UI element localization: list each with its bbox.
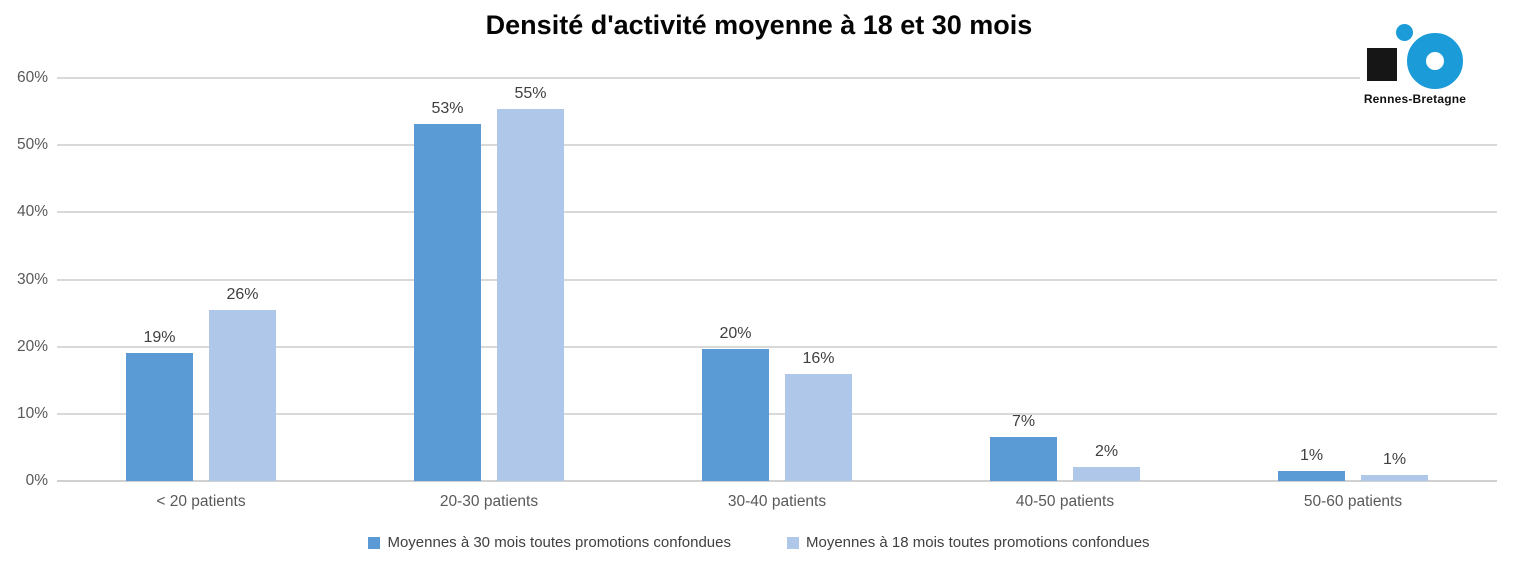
bar-value-label: 55% bbox=[514, 84, 547, 102]
bar-series2-cat4: 2% bbox=[1073, 443, 1140, 481]
gridline bbox=[57, 412, 1497, 415]
x-axis-line bbox=[57, 480, 1497, 482]
bar-group: 1% 1% bbox=[1209, 78, 1497, 481]
legend-label: Moyennes à 30 mois toutes promotions con… bbox=[387, 534, 731, 551]
legend-entry-2: Moyennes à 18 mois toutes promotions con… bbox=[787, 534, 1150, 551]
bar-series1-cat4: 7% bbox=[990, 413, 1057, 481]
bar-group: 7% 2% bbox=[921, 78, 1209, 481]
gridline bbox=[57, 211, 1497, 214]
gridline bbox=[57, 278, 1497, 281]
bar-series1-cat5: 1% bbox=[1278, 447, 1345, 481]
y-tick-label: 40% bbox=[16, 203, 48, 221]
chart-title: Densité d'activité moyenne à 18 et 30 mo… bbox=[485, 10, 1033, 40]
bar-series1-cat2: 53% bbox=[414, 100, 481, 481]
bar-group: 19% 26% bbox=[57, 78, 345, 481]
x-category-label: 20-30 patients bbox=[439, 493, 539, 510]
y-tick-label: 0% bbox=[25, 472, 48, 489]
x-category-label: 40-50 patients bbox=[1015, 493, 1115, 510]
bar-value-label: 20% bbox=[719, 325, 752, 343]
bar-group: 53% 55% bbox=[345, 78, 633, 481]
logo-dot-icon bbox=[1396, 24, 1413, 41]
y-tick-label: 60% bbox=[16, 69, 48, 86]
bar-series1-cat3: 20% bbox=[702, 325, 769, 481]
bar-groups: 19% 26% 53% 55% 20% 16% 7% 2% 1% 1% bbox=[57, 78, 1497, 481]
logo: Rennes-Bretagne bbox=[1360, 18, 1505, 110]
legend-marker-icon bbox=[787, 536, 799, 549]
bar-value-label: 7% bbox=[1011, 412, 1036, 430]
bar-series2-cat3: 16% bbox=[785, 350, 852, 481]
gridline bbox=[57, 144, 1497, 147]
y-tick-label: 50% bbox=[16, 136, 48, 154]
gridline bbox=[57, 345, 1497, 348]
legend-marker-icon bbox=[368, 536, 381, 549]
legend-label: Moyennes à 18 mois toutes promotions con… bbox=[806, 534, 1150, 551]
bar-value-label: 16% bbox=[802, 350, 835, 368]
x-category-label: 30-40 patients bbox=[727, 493, 827, 510]
bar-value-label: 26% bbox=[226, 285, 259, 303]
bar-series1-cat1: 19% bbox=[126, 329, 193, 481]
legend: Moyennes à 30 mois toutes promotions con… bbox=[0, 534, 1518, 551]
y-tick-label: 10% bbox=[16, 404, 48, 422]
bar-series2-cat5: 1% bbox=[1361, 451, 1428, 481]
bar-value-label: 1% bbox=[1299, 446, 1324, 464]
bar-group: 20% 16% bbox=[633, 78, 921, 481]
bar-value-label: 1% bbox=[1382, 450, 1407, 468]
x-category-label: 50-60 patients bbox=[1303, 493, 1403, 510]
y-tick-label: 30% bbox=[16, 270, 48, 288]
x-axis-labels: < 20 patients 20-30 patients 30-40 patient… bbox=[57, 493, 1497, 511]
x-category-label: < 20 patients bbox=[156, 493, 246, 510]
bar-value-label: 19% bbox=[143, 329, 176, 347]
y-tick-label: 20% bbox=[16, 337, 48, 355]
bar-series2-cat2: 55% bbox=[497, 85, 564, 481]
gridline bbox=[57, 77, 1497, 79]
logo-black-square-icon bbox=[1367, 48, 1397, 81]
logo-ring-icon bbox=[1407, 33, 1463, 89]
legend-entry-1: Moyennes à 30 mois toutes promotions con… bbox=[368, 534, 731, 551]
bar-series2-cat1: 26% bbox=[209, 286, 276, 481]
bar-value-label: 53% bbox=[431, 99, 464, 117]
logo-text: Rennes-Bretagne bbox=[1363, 92, 1467, 106]
plot-area: 19% 26% 53% 55% 20% 16% 7% 2% 1% 1% 0% 10% 20% 30% 40… bbox=[17, 69, 1497, 489]
bar-value-label: 2% bbox=[1094, 442, 1119, 460]
